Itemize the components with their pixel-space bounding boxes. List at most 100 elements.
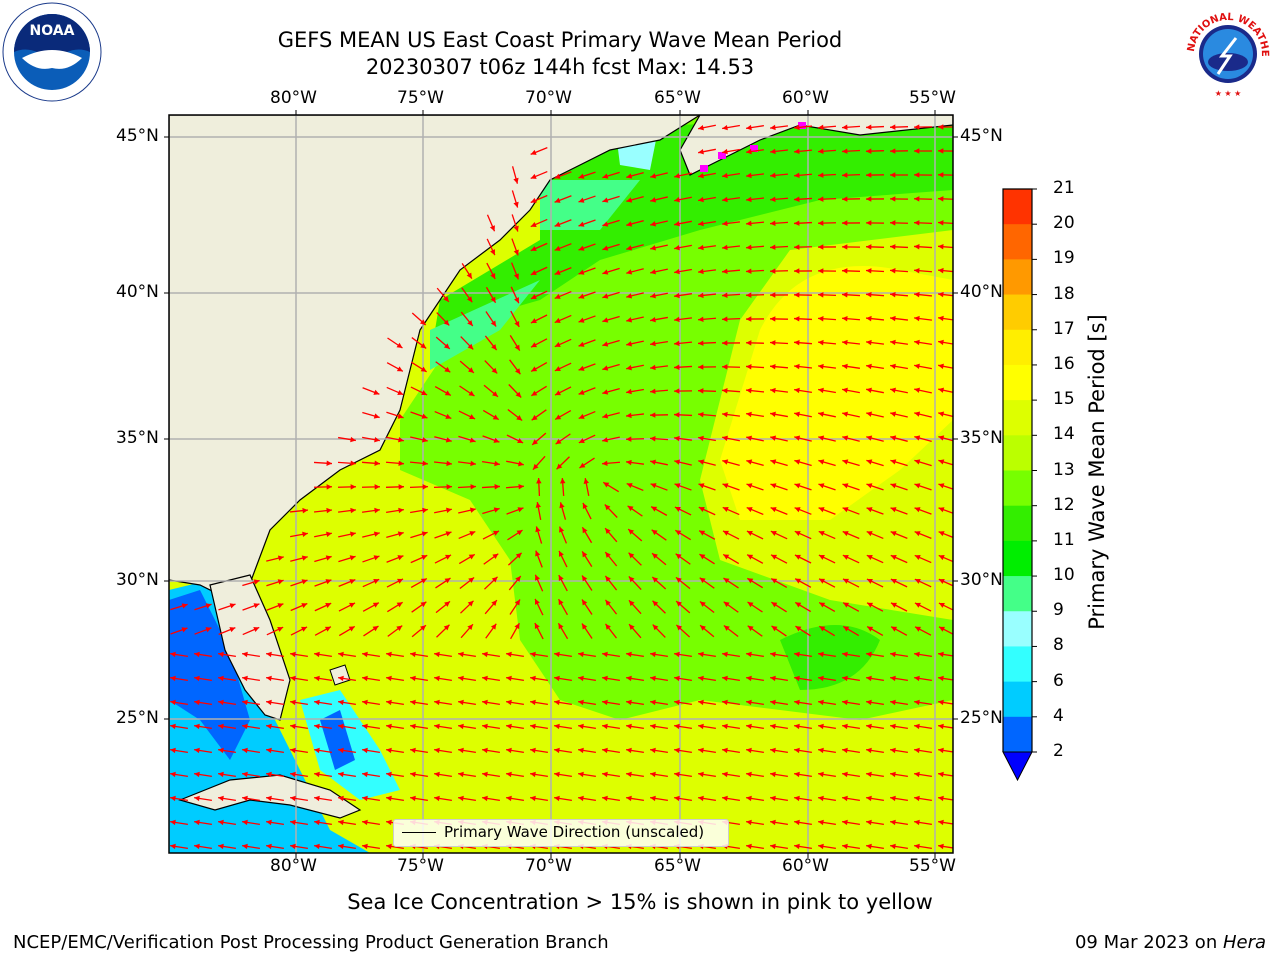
wave-arrow-head — [794, 316, 800, 322]
wave-arrow-head — [866, 339, 872, 346]
wave-arrow-head — [794, 196, 800, 202]
wave-arrow-head — [890, 507, 897, 513]
wave-arrow-head — [444, 390, 451, 396]
wave-arrow-head — [626, 341, 633, 347]
wave-arrow-head — [914, 795, 920, 802]
wave-arrow-head — [842, 578, 849, 584]
wave-arrow-head — [794, 387, 800, 394]
wave-arrow-head — [558, 623, 564, 630]
wave-arrow-head — [938, 555, 945, 561]
wave-arrow-head — [866, 196, 872, 202]
wave-arrow-head — [434, 699, 440, 706]
wave-arrow-head — [818, 316, 824, 322]
wave-arrow-head — [770, 699, 776, 706]
wave-arrow-head — [842, 196, 848, 202]
wave-arrow-head — [493, 507, 500, 513]
wave-arrow-head — [722, 388, 728, 394]
wave-arrow-head — [746, 819, 752, 826]
wave-arrow-head — [578, 245, 585, 251]
wave-arrow-head — [770, 363, 776, 370]
wave-arrow-head — [469, 531, 476, 537]
wave-arrow-head — [652, 600, 659, 607]
wave-arrow-head — [626, 245, 633, 251]
wave-arrow-head — [531, 342, 538, 348]
wave-arrow-head — [698, 507, 705, 512]
wave-arrow-head — [290, 699, 296, 706]
wave-arrow-head — [746, 699, 752, 706]
wave-arrow-head — [420, 343, 427, 349]
lon-label-top: 80°W — [270, 88, 317, 108]
wave-arrow-head — [674, 699, 680, 706]
wave-arrow-head — [842, 339, 848, 346]
wave-arrow-head — [722, 435, 728, 441]
wave-arrow-head — [914, 699, 920, 706]
wave-arrow-head — [746, 148, 752, 155]
wave-arrow-head — [890, 268, 896, 274]
wave-arrow-head — [650, 340, 656, 347]
wave-arrow-head — [554, 317, 561, 323]
wave-arrow-head — [170, 699, 176, 706]
wave-arrow-head — [422, 484, 428, 490]
wave-arrow-head — [722, 699, 728, 706]
wave-arrow-head — [530, 245, 537, 251]
wave-arrow-head — [194, 723, 200, 730]
wave-arrow-head — [349, 602, 356, 608]
wave-arrow-head — [535, 526, 541, 533]
wave-arrow-head — [699, 601, 706, 607]
wave-arrow-head — [722, 124, 728, 131]
wave-arrow-head — [674, 221, 680, 227]
wave-arrow-head — [242, 675, 248, 682]
colorbar-tick-label: 14 — [1053, 424, 1075, 445]
wave-arrow-head — [290, 819, 296, 826]
wave-arrow-head — [194, 747, 200, 754]
wave-arrow-head — [722, 196, 728, 203]
wave-arrow-head — [914, 483, 921, 489]
wave-arrow-head — [513, 201, 519, 208]
wave-arrow-head — [722, 507, 729, 513]
wave-arrow-head — [914, 124, 920, 130]
wave-arrow-head — [674, 244, 680, 251]
wave-arrow-head — [938, 411, 945, 417]
period-zone-15s — [720, 266, 953, 520]
wave-arrow-head — [170, 819, 176, 826]
wave-arrow-head — [530, 675, 536, 682]
chart-subtitle-run: 20230307 t06z 144h fcst Max: 14.53 — [365, 55, 755, 79]
wave-arrow-head — [466, 296, 473, 303]
wave-arrow-head — [205, 627, 212, 633]
wave-arrow-head — [530, 747, 536, 754]
wave-arrow-head — [746, 220, 752, 227]
wave-arrow-head — [422, 460, 428, 467]
wave-arrow-head — [578, 795, 584, 802]
wave-arrow-head — [794, 435, 801, 441]
noaa-logo: NOAA — [2, 2, 102, 102]
wave-arrow-head — [517, 507, 524, 513]
wave-arrow-head — [866, 411, 873, 417]
wave-arrow-head — [218, 843, 224, 850]
wave-arrow-head — [938, 267, 944, 274]
wave-arrow-head — [938, 747, 944, 754]
wave-arrow-head — [396, 602, 403, 608]
wave-arrow-head — [890, 148, 896, 154]
wave-arrow-head — [194, 819, 200, 826]
wave-arrow-head — [218, 771, 224, 778]
wave-arrow-head — [771, 554, 778, 560]
wave-arrow-head — [506, 723, 512, 730]
lat-label-right: 35°N — [960, 428, 1003, 448]
wave-arrow-head — [602, 269, 609, 275]
wave-arrow-head — [842, 459, 849, 465]
wave-arrow-head — [699, 554, 706, 560]
wave-arrow-head — [890, 723, 896, 730]
wave-arrow-head — [277, 555, 284, 561]
wave-arrow-head — [650, 723, 656, 730]
wave-arrow-head — [229, 627, 236, 633]
wave-arrow-head — [458, 651, 464, 658]
wave-arrow-head — [652, 624, 659, 631]
wave-arrow-head — [446, 484, 452, 490]
wave-arrow-head — [674, 771, 680, 778]
wave-arrow-head — [866, 723, 872, 730]
wave-arrow-head — [482, 651, 488, 658]
wave-arrow-head — [746, 411, 752, 418]
wave-arrow-head — [468, 577, 475, 583]
wave-arrow-head — [795, 602, 802, 608]
wave-arrow-head — [301, 603, 308, 609]
